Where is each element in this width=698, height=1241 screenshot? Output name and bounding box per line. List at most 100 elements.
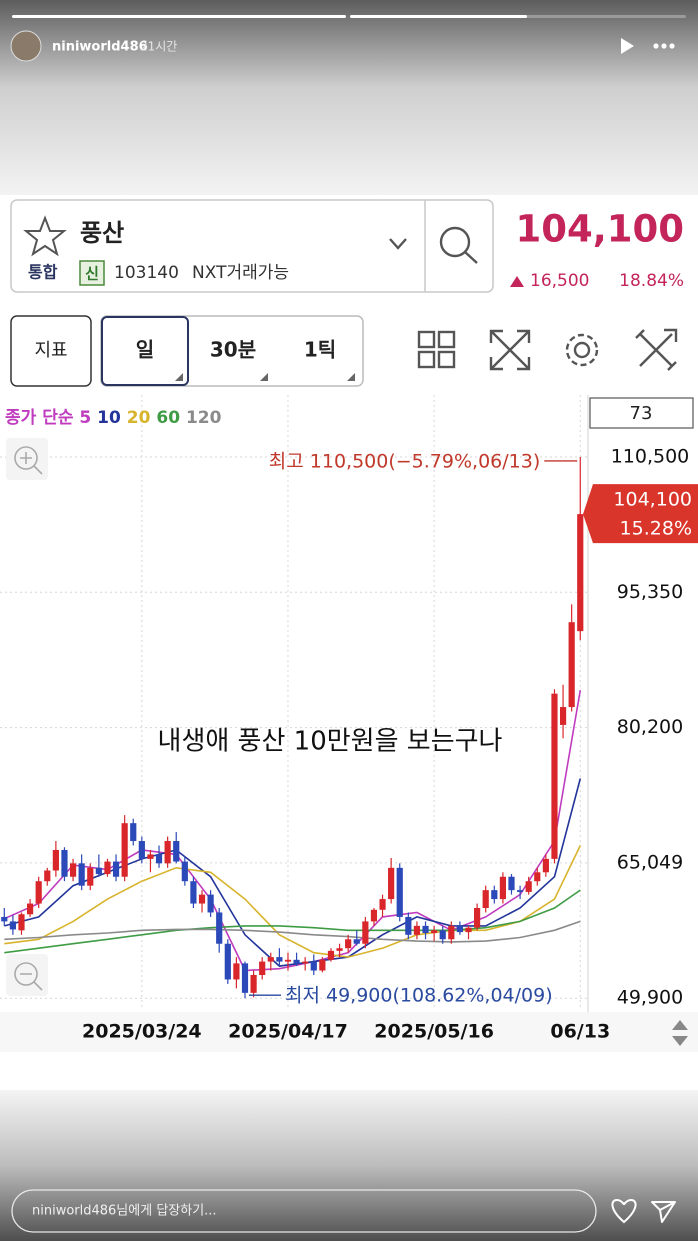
reply-placeholder[interactable]: niniworld486님에게 답장하기...: [32, 1204, 217, 1219]
candle-body: [224, 943, 231, 980]
candle-body: [104, 861, 111, 875]
candle-body: [250, 974, 257, 993]
current-price: 104,100: [515, 208, 684, 251]
caption: 내생애 풍산 10만원을 보는구나: [158, 727, 503, 757]
candle-body: [35, 881, 42, 904]
candle-body: [405, 916, 412, 935]
candle-body: [147, 854, 154, 859]
more-button[interactable]: [653, 43, 675, 49]
candle-body: [474, 908, 481, 928]
price-tag-label: 104,100: [613, 489, 692, 511]
candle-body: [259, 961, 266, 975]
candle-body: [18, 914, 25, 931]
candle-body: [241, 963, 249, 993]
count-box: [589, 397, 694, 429]
candle-body: [353, 939, 360, 944]
up-arrow: [510, 276, 524, 287]
candle-body: [491, 890, 498, 900]
post-time: 21시간: [140, 40, 177, 54]
send-button[interactable]: [651, 1201, 676, 1223]
candle-body: [534, 872, 541, 882]
candle-body: [456, 925, 464, 933]
stock-name: 풍산: [80, 219, 124, 247]
chart: 110,500 95,350 80,200 65,049 49,900 2025/03/2…: [0, 395, 698, 1043]
layout-icon[interactable]: [417, 330, 456, 369]
candle-body: [516, 890, 524, 892]
like-button[interactable]: [611, 1198, 637, 1224]
settings-icon[interactable]: [565, 333, 599, 367]
progress-done: [12, 15, 346, 18]
y-tick-label: 95,350: [617, 581, 683, 603]
period-30min[interactable]: 30분: [210, 338, 256, 362]
search-box[interactable]: [10, 199, 494, 293]
username[interactable]: niniworld486: [52, 40, 148, 55]
tools-icon[interactable]: [635, 328, 678, 371]
price-change-pct: 18.84%: [619, 271, 684, 291]
legend-entry: 20: [127, 408, 151, 428]
candle-body: [267, 957, 274, 962]
fullscreen-icon[interactable]: [489, 329, 531, 371]
credit-badge: 신: [85, 265, 99, 283]
period-selected[interactable]: [101, 316, 189, 386]
candle-body: [379, 899, 386, 910]
candle-body: [499, 876, 506, 900]
price-tag-sublabel: 15.28%: [620, 518, 692, 540]
indicator-button[interactable]: [10, 315, 92, 387]
period-corners: [175, 373, 355, 381]
candle-body: [542, 858, 549, 873]
candle-body: [465, 927, 472, 933]
candle-body: [345, 939, 352, 949]
legend-entry: 5: [79, 408, 91, 428]
period-day[interactable]: 일: [136, 338, 154, 362]
period-tick[interactable]: 1틱: [304, 338, 336, 362]
credit-badge-box: [79, 260, 105, 286]
indicator-label: 지표: [34, 340, 67, 361]
market-label: 통합: [28, 263, 58, 282]
candle-body: [138, 841, 145, 859]
candle-body: [61, 849, 68, 877]
candle-body: [336, 948, 343, 951]
candle-body: [233, 963, 240, 980]
candle-body: [1, 916, 8, 922]
candle-body: [26, 903, 34, 915]
low-label: 최저 49,900(108.62%,04/09): [285, 985, 553, 1007]
candle-body: [190, 881, 197, 904]
price-tag: [583, 484, 698, 544]
progress-current: [350, 15, 527, 18]
candle-body: [276, 957, 283, 962]
dropdown-arrow[interactable]: [389, 238, 407, 250]
ma-line: [4, 889, 581, 954]
x-tick-label: 06/13: [550, 1021, 610, 1043]
ma-line: [4, 845, 582, 958]
legend: 종가 단순 5 10 20 60 120: [5, 408, 222, 428]
zoom-out[interactable]: [6, 954, 48, 996]
candle-body: [216, 912, 223, 944]
avatar[interactable]: [10, 30, 42, 62]
reply-box[interactable]: [11, 1189, 597, 1233]
candle-body: [551, 693, 558, 859]
candle-body: [69, 863, 77, 877]
search-icon[interactable]: [439, 226, 478, 264]
date-axis-strip: [0, 1012, 698, 1052]
candle-body: [362, 921, 369, 944]
ma-line: [4, 920, 581, 943]
candle-body: [130, 823, 137, 842]
axis-scroll[interactable]: [672, 1020, 688, 1046]
zoom-in[interactable]: [6, 438, 48, 480]
play-button[interactable]: [621, 38, 634, 54]
candle-body: [121, 823, 128, 877]
y-tick-label: 110,500: [611, 445, 690, 467]
candle-body: [388, 867, 395, 900]
candle-body: [525, 881, 532, 892]
candle-body: [396, 867, 403, 917]
legend-entry: 60: [156, 408, 180, 428]
candle-body: [164, 841, 171, 864]
y-tick-label: 49,900: [617, 987, 683, 1009]
candle-body: [327, 950, 335, 960]
stock-code: 103140: [114, 263, 179, 283]
candle-body: [95, 867, 102, 875]
favorite-star[interactable]: [23, 215, 67, 257]
candle-body: [559, 707, 567, 725]
candle-body: [112, 861, 120, 877]
